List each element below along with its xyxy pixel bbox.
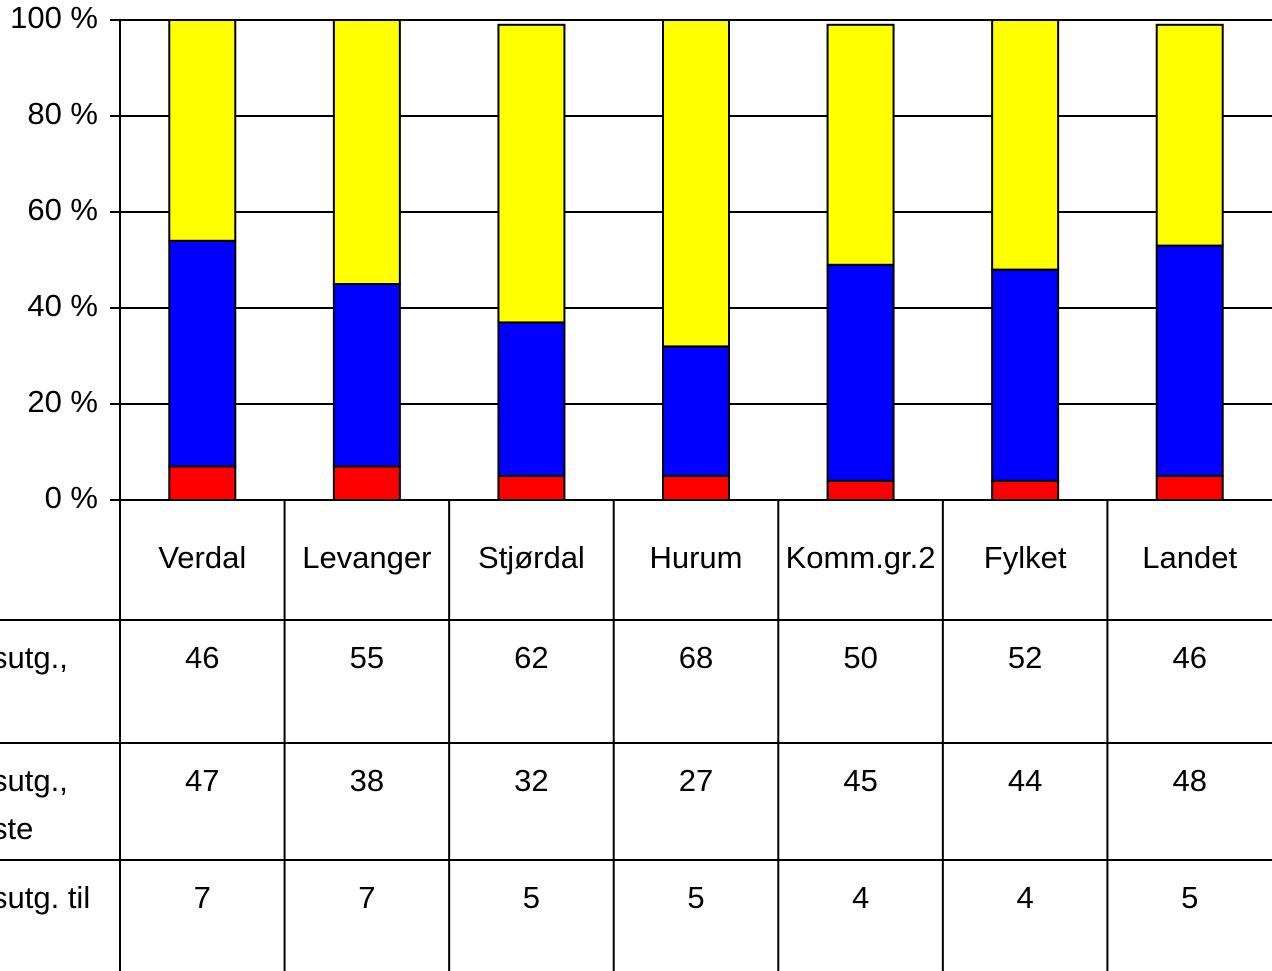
y-tick-label: 60 % [27,192,98,227]
table-value: 5 [687,880,704,915]
table-value: 46 [1172,640,1206,675]
table-value: 38 [350,763,384,798]
table-value: 4 [852,880,869,915]
category-label: Hurum [649,540,742,575]
table-value: 7 [194,880,211,915]
bar-segment [1155,23,1224,247]
table-value: 27 [679,763,713,798]
table-value: 47 [185,763,219,798]
category-label: Levanger [302,540,431,575]
table-value: 68 [679,640,713,675]
bar-segment [991,479,1060,501]
bar-segment [497,23,566,324]
table-value: 48 [1172,763,1206,798]
bar-segment [826,263,895,482]
bar-segment [497,321,566,477]
table-value: 4 [1017,880,1034,915]
category-label: Stjørdal [478,540,585,575]
table-value: 52 [1008,640,1042,675]
bar-segment [168,19,237,242]
y-tick-label: 20 % [27,384,98,419]
bar-segment [1155,244,1224,477]
table-value: 45 [843,763,877,798]
table-value: 55 [350,640,384,675]
table-value: 46 [185,640,219,675]
y-tick-label: 40 % [27,288,98,323]
table-value: 7 [358,880,375,915]
table-value: 44 [1008,763,1042,798]
bar-segment [332,465,401,501]
bar-segment [991,268,1060,482]
bar-segment [497,475,566,501]
category-label: Verdal [158,540,246,575]
series-label: sutg.,ste [0,763,68,846]
bar-segment [662,345,730,477]
bar-segment [662,475,730,501]
category-label: Landet [1142,540,1237,575]
bar-segment [826,479,895,501]
bar-segment [991,19,1060,271]
category-label: Fylket [984,540,1067,575]
bar-segment [1155,475,1224,501]
y-tick-label: 80 % [27,96,98,131]
category-label: Komm.gr.2 [786,540,936,575]
bar-segment [332,19,401,285]
series-label: sutg., [0,640,68,675]
bar-segment [826,23,895,266]
table-value: 50 [843,640,877,675]
table-value: 5 [1181,880,1198,915]
table-value: 5 [523,880,540,915]
series-label: sutg. til [0,880,90,915]
y-tick-label: 0 % [45,480,98,515]
table-value: 62 [514,640,548,675]
bar-segment [332,283,401,468]
bar-segment [168,465,237,501]
table-value: 32 [514,763,548,798]
bar-segment [662,19,730,348]
bar-segment [168,239,237,468]
y-tick-label: 100 % [10,0,98,35]
